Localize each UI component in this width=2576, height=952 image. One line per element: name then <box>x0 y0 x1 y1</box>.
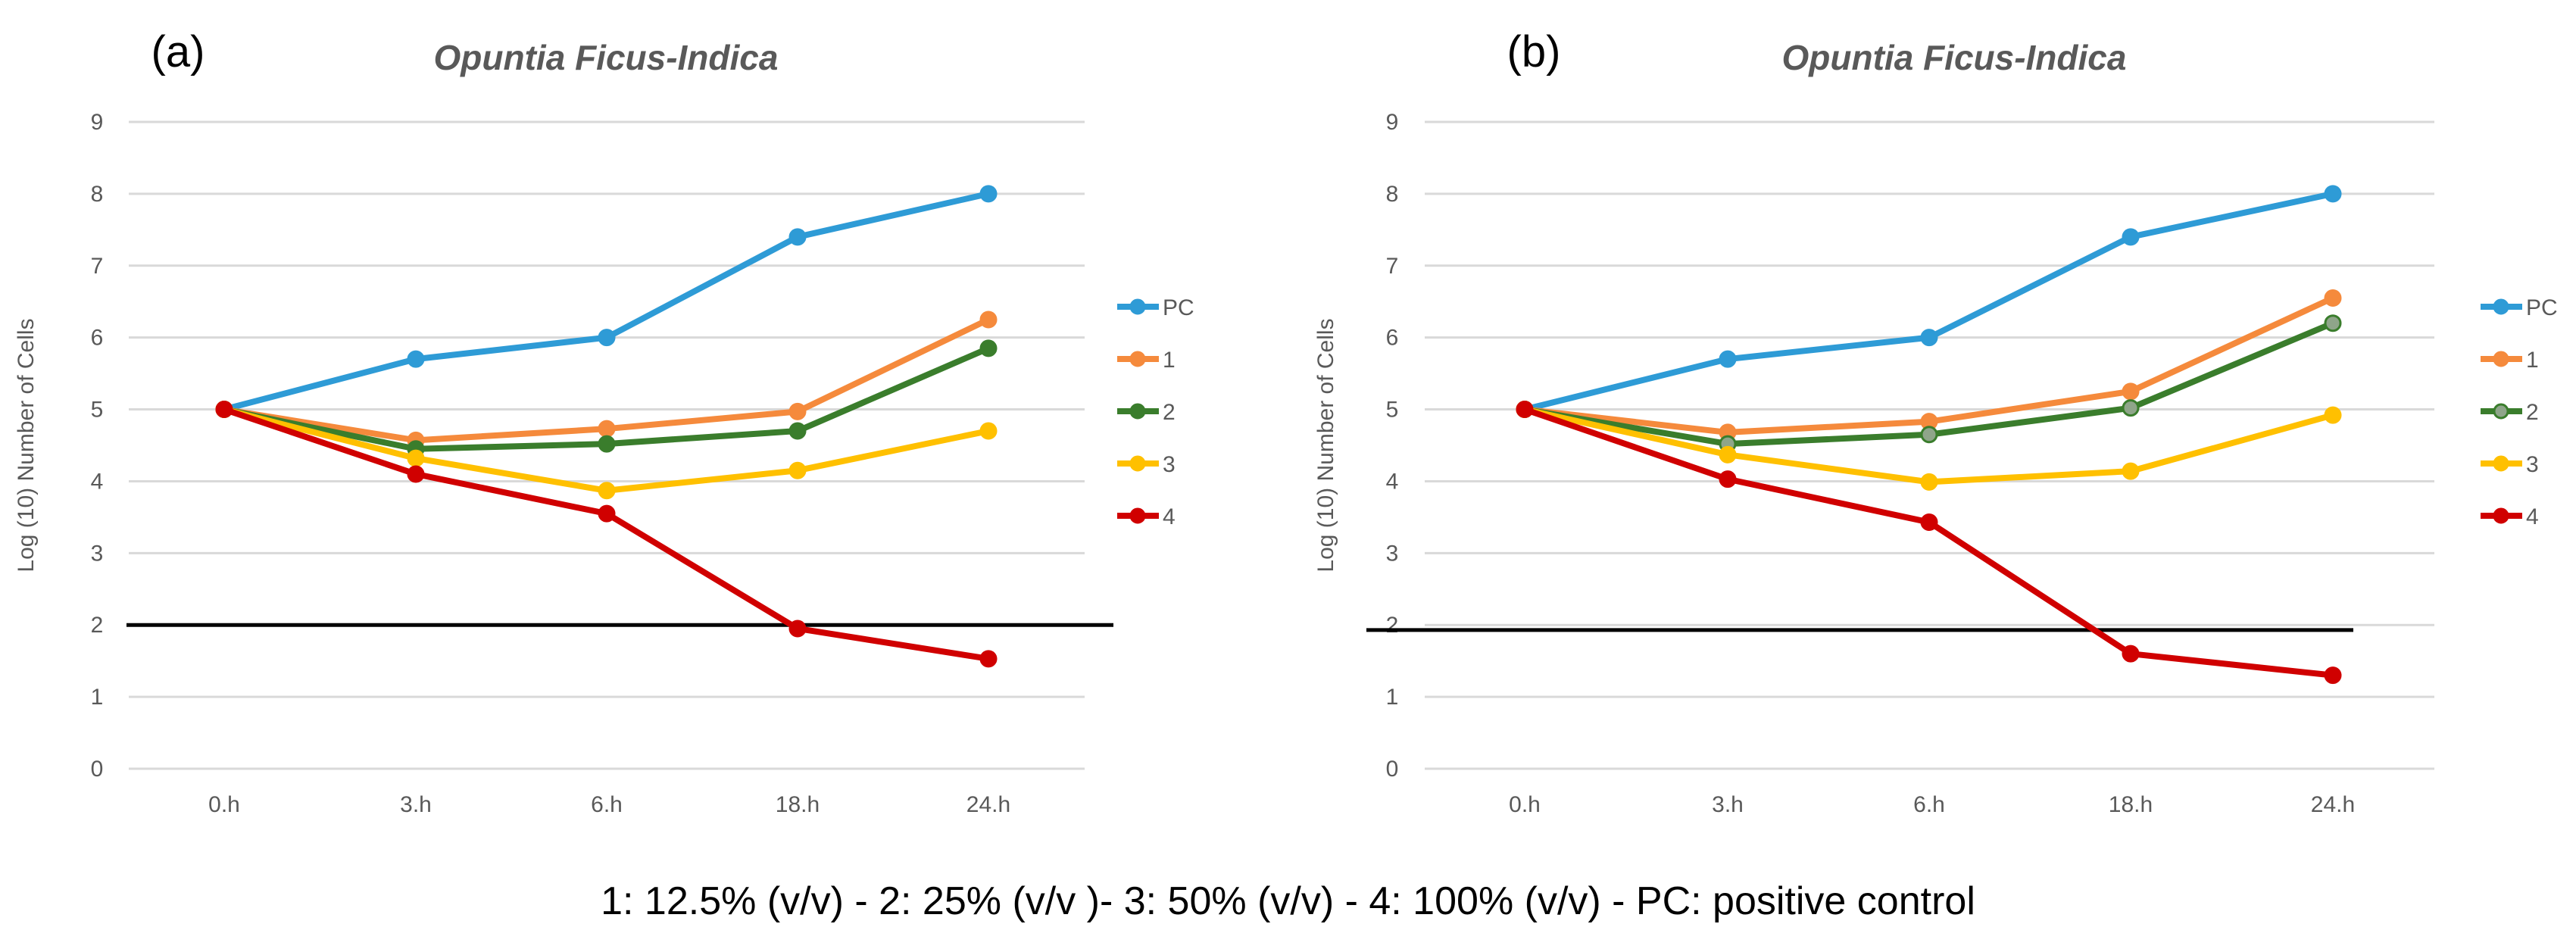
legend-label: 2 <box>1163 400 1176 425</box>
y-tick-label: 6 <box>1386 326 1399 351</box>
y-tick-label: 8 <box>91 182 104 207</box>
data-point-1 <box>2122 382 2140 401</box>
data-point-2 <box>1920 426 1938 444</box>
series-line-1 <box>1524 295 2334 435</box>
y-tick-label: 1 <box>91 685 104 710</box>
data-point-4 <box>1920 513 1938 532</box>
y-tick-label: 7 <box>1386 254 1399 279</box>
data-point-PC <box>788 228 807 246</box>
data-point-PC <box>1920 329 1938 347</box>
x-tick-label: 3.h <box>400 792 432 817</box>
panel-label: (a) <box>151 27 205 76</box>
data-point-PC <box>598 329 616 347</box>
legend-marker <box>1129 507 1146 524</box>
data-point-PC <box>979 185 998 203</box>
y-tick-label: 8 <box>1386 182 1399 207</box>
data-point-1 <box>598 420 616 438</box>
data-point-1 <box>2324 289 2342 307</box>
data-point-3 <box>2324 406 2342 424</box>
y-tick-label: 0 <box>1386 757 1399 782</box>
data-point-4 <box>788 620 807 638</box>
x-tick-label: 6.h <box>591 792 623 817</box>
x-tick-label: 0.h <box>1509 792 1541 817</box>
y-tick-label: 3 <box>1386 541 1399 566</box>
legend-label: PC <box>2526 295 2558 320</box>
data-point-PC <box>1719 350 1737 368</box>
y-tick-label: 1 <box>1386 685 1399 710</box>
y-tick-label: 4 <box>1386 469 1399 494</box>
y-tick-label: 9 <box>91 110 104 135</box>
legend-marker <box>1129 403 1146 420</box>
data-point-2 <box>2324 314 2342 332</box>
y-axis-label: Log (10) Number of Cells <box>14 318 39 572</box>
data-point-4 <box>1719 470 1737 488</box>
data-point-4 <box>598 504 616 523</box>
legend-marker <box>2493 455 2509 472</box>
y-tick-label: 9 <box>1386 110 1399 135</box>
y-tick-label: 2 <box>91 613 104 638</box>
data-point-2 <box>979 339 998 357</box>
data-point-4 <box>979 650 998 668</box>
legend-label: 3 <box>1163 452 1176 477</box>
y-tick-label: 0 <box>91 757 104 782</box>
legend-marker <box>1129 298 1146 315</box>
data-point-3 <box>1920 473 1938 491</box>
chart-title: Opuntia Ficus-Indica <box>434 38 779 77</box>
data-point-PC <box>407 350 425 368</box>
figure-caption: 1: 12.5% (v/v) - 2: 25% (v/v )- 3: 50% (… <box>601 879 1975 923</box>
x-tick-label: 24.h <box>2311 792 2355 817</box>
x-tick-label: 3.h <box>1712 792 1744 817</box>
y-tick-label: 5 <box>91 398 104 423</box>
y-tick-label: 4 <box>91 469 104 494</box>
legend-marker <box>2493 351 2509 367</box>
legend-label: PC <box>1163 295 1194 320</box>
panel-label: (b) <box>1507 27 1561 76</box>
x-tick-label: 18.h <box>2109 792 2153 817</box>
legend-marker <box>2493 403 2509 420</box>
y-axis-label: Log (10) Number of Cells <box>1313 318 1338 572</box>
legend-marker <box>2493 298 2509 315</box>
x-tick-label: 0.h <box>208 792 240 817</box>
legend-marker <box>1129 351 1146 367</box>
data-point-PC <box>2122 228 2140 246</box>
legend-label: 2 <box>2526 400 2539 425</box>
data-point-4 <box>407 465 425 483</box>
data-point-3 <box>979 422 998 440</box>
legend-marker <box>1129 455 1146 472</box>
y-tick-label: 3 <box>91 541 104 566</box>
data-point-4 <box>2324 666 2342 685</box>
data-point-4 <box>1516 401 1534 419</box>
legend-label: 4 <box>1163 504 1176 529</box>
data-point-1 <box>788 402 807 420</box>
data-point-4 <box>2122 645 2140 663</box>
data-point-3 <box>407 449 425 467</box>
legend-label: 1 <box>2526 348 2539 373</box>
chart-title: Opuntia Ficus-Indica <box>1782 38 2127 77</box>
y-tick-label: 5 <box>1386 398 1399 423</box>
legend-marker <box>2493 507 2509 524</box>
data-point-3 <box>2122 462 2140 480</box>
y-tick-label: 2 <box>1386 613 1399 638</box>
x-tick-label: 24.h <box>966 792 1010 817</box>
data-point-2 <box>2122 399 2140 417</box>
legend-label: 4 <box>2526 504 2539 529</box>
data-point-3 <box>598 482 616 500</box>
x-tick-label: 6.h <box>1913 792 1945 817</box>
data-point-4 <box>215 401 233 419</box>
data-point-2 <box>788 422 807 440</box>
data-point-PC <box>2324 185 2342 203</box>
y-tick-label: 6 <box>91 326 104 351</box>
data-point-3 <box>1719 445 1737 464</box>
data-point-3 <box>788 461 807 479</box>
data-point-2 <box>598 435 616 453</box>
data-point-1 <box>979 311 998 329</box>
legend-label: 1 <box>1163 348 1176 373</box>
x-tick-label: 18.h <box>776 792 820 817</box>
legend-label: 3 <box>2526 452 2539 477</box>
y-tick-label: 7 <box>91 254 104 279</box>
